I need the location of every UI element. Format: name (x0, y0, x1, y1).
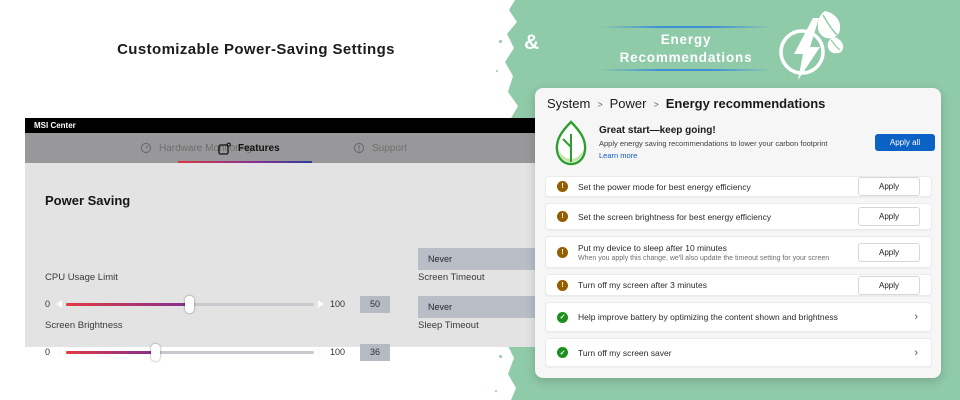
banner-bottom-line (600, 69, 772, 72)
energy-bolt-leaf-icon (779, 11, 844, 80)
check-icon: ✓ (557, 311, 568, 323)
banner-top-line (600, 26, 772, 28)
window-title: MSI Center (34, 121, 76, 130)
slider-min-label: 0 (45, 347, 51, 357)
tab-hardware-monitoring[interactable]: Hardware Monitoring (140, 133, 252, 163)
row-text: Set the screen brightness for best energ… (578, 211, 772, 222)
hero-texts: Great start—keep going! Apply energy sav… (599, 125, 827, 160)
tab-bar: Hardware Monitoring Features Support (25, 133, 535, 163)
recommendation-row: ! Turn off my screen after 3 minutes App… (545, 274, 932, 296)
hero-title: Great start—keep going! (599, 125, 716, 136)
row-text: Turn off my screen after 3 minutes (578, 280, 707, 290)
recommendation-row[interactable]: ✓ Turn off my screen saver › (545, 338, 932, 367)
cpu-usage-slider: 0 100 50 (45, 295, 390, 313)
slider-thumb[interactable] (185, 295, 195, 313)
hero-description: Apply energy saving recommendations to l… (599, 139, 828, 148)
gauge-icon (140, 142, 152, 154)
sleep-timeout-label: Sleep Timeout (418, 320, 479, 331)
screen-timeout-label: Screen Timeout (418, 272, 485, 283)
slider-max-label: 100 (329, 347, 345, 357)
recommendation-row[interactable]: ✓ Help improve battery by optimizing the… (545, 302, 932, 332)
warning-icon: ! (557, 211, 568, 222)
screen-brightness-slider: 0 100 36 (45, 343, 390, 361)
tab-features[interactable]: Features (218, 133, 280, 163)
energy-recommendations-card: System > Power > Energy recommendations … (535, 88, 941, 378)
slider-thumb[interactable] (150, 343, 160, 361)
warning-icon: ! (557, 279, 568, 291)
row-text: Turn off my screen saver (578, 347, 672, 358)
leaf-icon (555, 120, 587, 166)
tab-support[interactable]: Support (353, 133, 407, 163)
warning-icon: ! (557, 181, 568, 192)
slider-value-box[interactable]: 36 (360, 343, 390, 361)
energy-banner: Energy Recommendations (600, 26, 772, 72)
slider-decrease-arrow-icon[interactable] (56, 300, 62, 308)
breadcrumb-power[interactable]: Power (609, 96, 647, 111)
slider-track[interactable] (66, 343, 314, 361)
slider-fill (66, 302, 190, 306)
apply-button[interactable]: Apply (858, 275, 920, 295)
slider-value-box[interactable]: 50 (360, 295, 390, 313)
app-window-icon (218, 142, 231, 155)
sleep-timeout-dropdown[interactable]: Never (418, 296, 535, 318)
apply-button[interactable]: Apply (858, 242, 920, 262)
msi-content: Power Saving CPU Usage Limit 0 100 50 Sc… (25, 163, 535, 361)
row-subtext: When you apply this change, we'll also u… (578, 254, 830, 262)
slider-min-label: 0 (45, 299, 51, 309)
hero-section: Great start—keep going! Apply energy sav… (551, 118, 935, 168)
recommendation-row: ! Set the power mode for best energy eff… (545, 176, 932, 197)
ampersand-text: & (524, 31, 540, 54)
breadcrumb: System > Power > Energy recommendations (547, 96, 825, 111)
check-icon: ✓ (557, 347, 568, 358)
slider-increase-arrow-icon[interactable] (317, 348, 324, 356)
torn-edge-speckle (495, 390, 497, 392)
slider-track[interactable] (66, 295, 314, 313)
page-title: Customizable Power-Saving Settings (117, 41, 395, 58)
active-tab-underline (178, 161, 312, 163)
breadcrumb-system[interactable]: System (547, 96, 591, 111)
banner-title: Energy Recommendations (619, 32, 753, 65)
screen-brightness-label: Screen Brightness (45, 320, 123, 331)
slider-fill (66, 350, 156, 354)
warning-icon: ! (557, 246, 568, 258)
slider-decrease-arrow-icon[interactable] (56, 348, 62, 356)
info-circle-icon (353, 142, 365, 154)
breadcrumb-current: Energy recommendations (665, 96, 826, 111)
section-title: Power Saving (45, 193, 131, 208)
chevron-right-icon: > (653, 99, 659, 109)
apply-button[interactable]: Apply (858, 207, 920, 226)
torn-edge-speckle (499, 355, 502, 358)
slider-increase-arrow-icon[interactable] (317, 300, 324, 308)
slider-max-label: 100 (329, 299, 345, 309)
apply-button[interactable]: Apply (858, 177, 920, 196)
cpu-usage-limit-label: CPU Usage Limit (45, 272, 118, 283)
apply-all-button[interactable]: Apply all (875, 134, 935, 151)
recommendation-list: ! Set the power mode for best energy eff… (545, 176, 932, 367)
chevron-right-icon: > (597, 99, 603, 109)
recommendation-row: ! Set the screen brightness for best ene… (545, 203, 932, 230)
recommendation-row: ! Put my device to sleep after 10 minute… (545, 236, 932, 268)
row-text: Help improve battery by optimizing the c… (578, 312, 838, 322)
msi-center-window: MSI Center Hardware Monitoring Features … (25, 118, 535, 361)
screen-timeout-dropdown[interactable]: Never (418, 248, 535, 270)
torn-edge-speckle (499, 40, 502, 43)
torn-edge-speckle (496, 70, 498, 72)
chevron-right-icon: › (914, 311, 918, 323)
row-text: Put my device to sleep after 10 minutes (578, 242, 727, 253)
row-text: Set the power mode for best energy effic… (578, 181, 751, 192)
chevron-right-icon: › (914, 346, 918, 359)
learn-more-link[interactable]: Learn more (599, 151, 638, 160)
window-titlebar[interactable]: MSI Center (25, 118, 535, 133)
